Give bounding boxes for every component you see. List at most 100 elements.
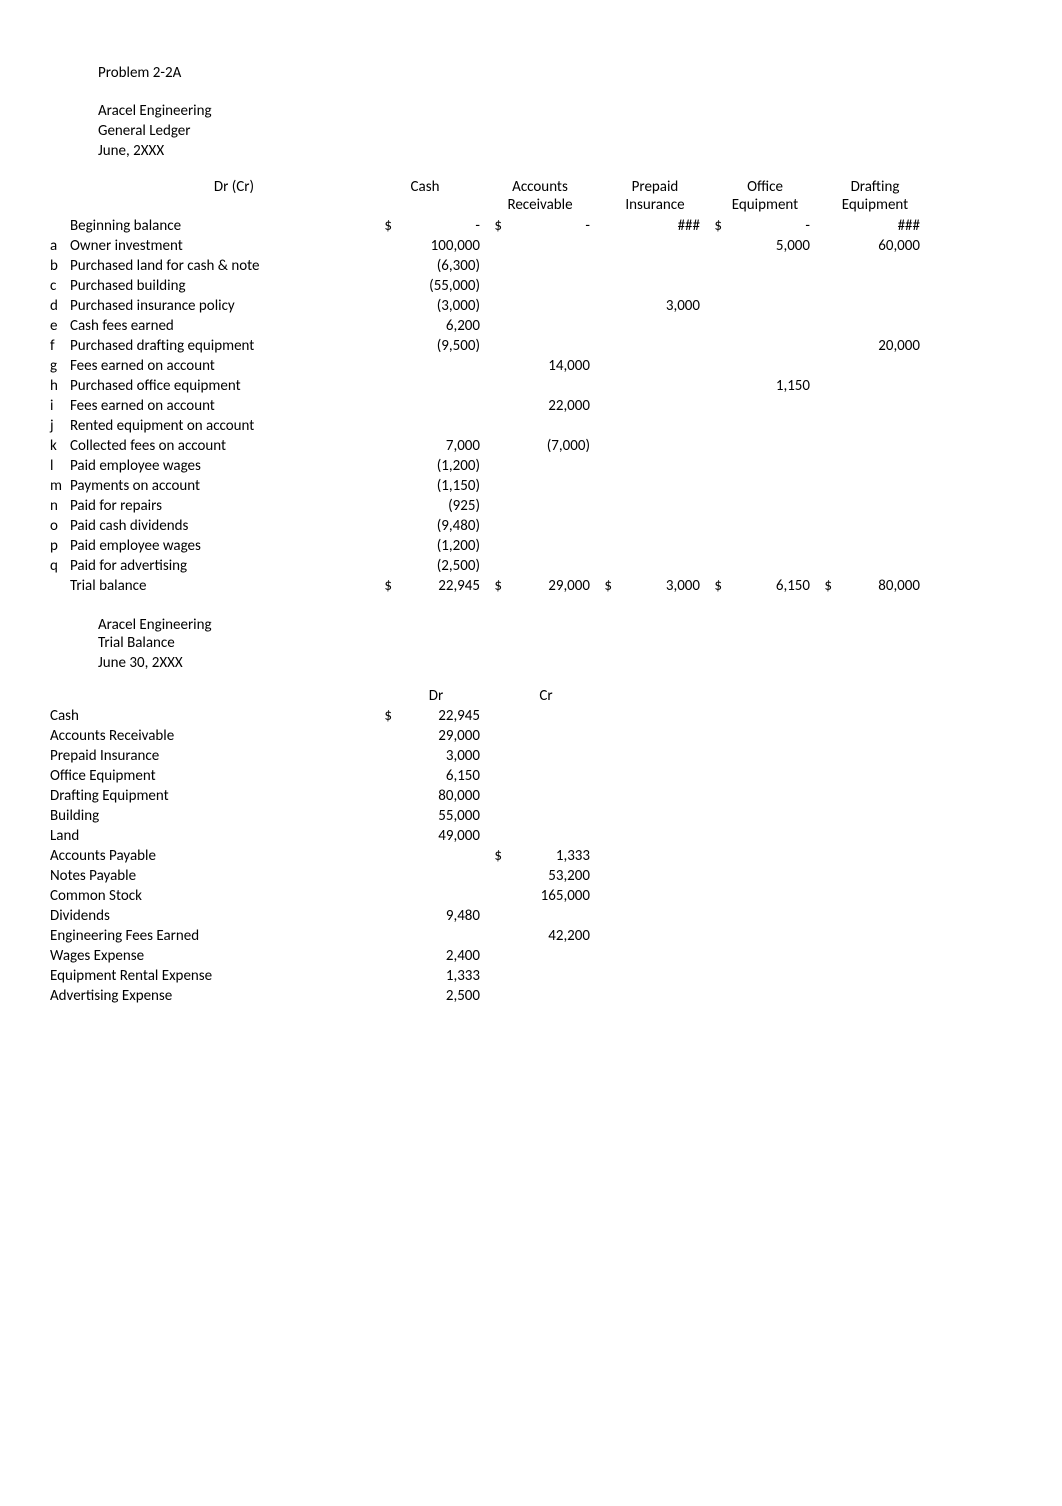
row-index: f (50, 336, 70, 356)
pi-currency (590, 336, 612, 356)
pi-value (612, 276, 700, 296)
cash-currency (370, 436, 392, 456)
cash-currency (370, 396, 392, 416)
ar-value (502, 316, 590, 336)
tb-cr-value (502, 786, 590, 806)
col-ar-line2: Receivable (480, 196, 600, 214)
cash-currency (370, 516, 392, 536)
cash-value: (9,480) (392, 516, 480, 536)
tb-dr-currency (370, 826, 392, 846)
oe-currency (700, 396, 722, 416)
ledger-name: General Ledger (50, 122, 1012, 140)
ar-value (502, 376, 590, 396)
tb-account-name: Accounts Receivable (50, 726, 370, 746)
ledger-table: Beginning balance$-$-###$-###aOwner inve… (50, 216, 920, 596)
de-currency (810, 316, 832, 336)
pi-currency (590, 456, 612, 476)
tb-dr-currency (370, 866, 392, 886)
tb-account-name: Prepaid Insurance (50, 746, 370, 766)
de-value (832, 396, 920, 416)
ledger-row: dPurchased insurance policy(3,000)3,000 (50, 296, 920, 316)
tb-cr-currency (480, 726, 502, 746)
row-index: n (50, 496, 70, 516)
company-name: Aracel Engineering (50, 102, 1012, 120)
oe-currency (700, 336, 722, 356)
ar-value (502, 416, 590, 436)
cash-currency (370, 376, 392, 396)
trial-balance-table: DrCrCash$22,945Accounts Receivable29,000… (50, 686, 590, 1006)
ledger-column-headers: Cash Accounts Receivable Prepaid Insuran… (370, 178, 1012, 214)
oe-value (722, 436, 810, 456)
de-currency (810, 476, 832, 496)
oe-currency (700, 316, 722, 336)
oe-currency (700, 356, 722, 376)
ar-currency (480, 456, 502, 476)
ar-value (502, 516, 590, 536)
pi-currency: $ (590, 576, 612, 596)
ar-value (502, 556, 590, 576)
pi-value: 3,000 (612, 576, 700, 596)
row-index: i (50, 396, 70, 416)
row-description: Trial balance (70, 576, 370, 596)
col-de-line2: Equipment (820, 196, 930, 214)
oe-currency (700, 436, 722, 456)
pi-currency (590, 536, 612, 556)
de-value (832, 556, 920, 576)
pi-currency (590, 496, 612, 516)
pi-value (612, 556, 700, 576)
dr-cr-label: Dr (Cr) (50, 178, 370, 196)
tb-cr-currency (480, 926, 502, 946)
row-index: k (50, 436, 70, 456)
row-description: Purchased land for cash & note (70, 256, 370, 276)
de-value (832, 276, 920, 296)
tb-dr-currency (370, 726, 392, 746)
pi-currency (590, 376, 612, 396)
trial-row: Accounts Payable$1,333 (50, 846, 590, 866)
oe-currency (700, 276, 722, 296)
row-index: c (50, 276, 70, 296)
oe-currency (700, 456, 722, 476)
oe-currency (700, 556, 722, 576)
de-currency (810, 236, 832, 256)
row-index: q (50, 556, 70, 576)
de-currency: $ (810, 576, 832, 596)
tb-dr-currency (370, 986, 392, 1006)
ar-currency (480, 296, 502, 316)
cash-currency (370, 336, 392, 356)
tb-cr-value (502, 906, 590, 926)
ar-value: (7,000) (502, 436, 590, 456)
oe-currency (700, 516, 722, 536)
oe-currency (700, 296, 722, 316)
row-description: Fees earned on account (70, 396, 370, 416)
de-currency (810, 376, 832, 396)
row-description: Fees earned on account (70, 356, 370, 376)
tb-account-name: Wages Expense (50, 946, 370, 966)
cash-value: 7,000 (392, 436, 480, 456)
pi-currency (590, 556, 612, 576)
pi-value (612, 316, 700, 336)
trial-row: Land49,000 (50, 826, 590, 846)
tb-cr-currency (480, 986, 502, 1006)
de-currency (810, 356, 832, 376)
period: June, 2XXX (50, 142, 1012, 160)
tb-cr-value: 1,333 (502, 846, 590, 866)
tb-dr-value (392, 886, 480, 906)
ar-currency (480, 256, 502, 276)
trial-row: Dividends9,480 (50, 906, 590, 926)
tb-dr-currency (370, 886, 392, 906)
pi-value (612, 536, 700, 556)
ledger-row: fPurchased drafting equipment(9,500)20,0… (50, 336, 920, 356)
oe-value: 5,000 (722, 236, 810, 256)
cash-currency (370, 296, 392, 316)
oe-value (722, 456, 810, 476)
tb-dr-value: 3,000 (392, 746, 480, 766)
cash-currency (370, 356, 392, 376)
oe-currency (700, 236, 722, 256)
tb-dr-header: Dr (392, 686, 480, 706)
ledger-row: bPurchased land for cash & note(6,300) (50, 256, 920, 276)
de-currency (810, 216, 832, 236)
tb-company: Aracel Engineering (50, 616, 1012, 634)
ledger-row: hPurchased office equipment1,150 (50, 376, 920, 396)
tb-dr-value: 29,000 (392, 726, 480, 746)
tb-dr-value: 22,945 (392, 706, 480, 726)
